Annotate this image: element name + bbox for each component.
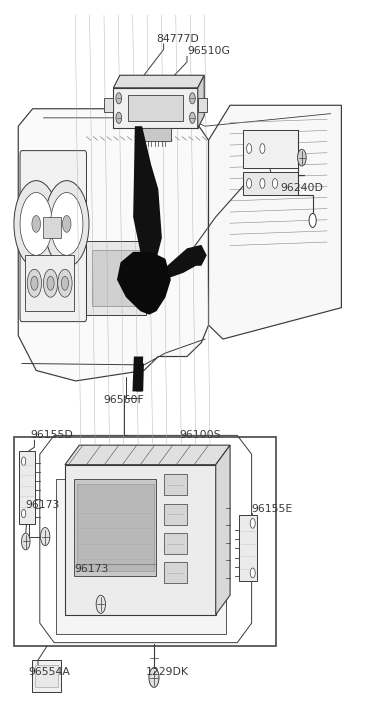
FancyBboxPatch shape bbox=[14, 437, 276, 646]
Polygon shape bbox=[198, 76, 204, 128]
FancyBboxPatch shape bbox=[104, 98, 113, 112]
Circle shape bbox=[190, 112, 195, 124]
Circle shape bbox=[21, 457, 26, 465]
Circle shape bbox=[61, 276, 68, 290]
Text: 96173: 96173 bbox=[74, 564, 108, 574]
FancyBboxPatch shape bbox=[243, 172, 298, 195]
Circle shape bbox=[20, 193, 52, 255]
Polygon shape bbox=[117, 252, 171, 315]
FancyBboxPatch shape bbox=[164, 563, 187, 583]
Text: 96155D: 96155D bbox=[31, 430, 74, 441]
Circle shape bbox=[298, 149, 306, 166]
Circle shape bbox=[43, 269, 58, 297]
Text: 96560F: 96560F bbox=[104, 395, 144, 405]
FancyBboxPatch shape bbox=[32, 660, 61, 691]
FancyBboxPatch shape bbox=[92, 250, 140, 306]
Polygon shape bbox=[56, 478, 226, 634]
FancyBboxPatch shape bbox=[243, 129, 298, 168]
Text: 96510G: 96510G bbox=[187, 47, 230, 57]
FancyBboxPatch shape bbox=[35, 665, 58, 686]
Polygon shape bbox=[216, 445, 230, 615]
Circle shape bbox=[250, 568, 255, 578]
Text: 96240D: 96240D bbox=[280, 182, 323, 193]
FancyBboxPatch shape bbox=[77, 484, 154, 571]
Polygon shape bbox=[132, 356, 143, 391]
Circle shape bbox=[62, 215, 71, 233]
Circle shape bbox=[27, 269, 42, 297]
Polygon shape bbox=[164, 245, 207, 280]
Circle shape bbox=[14, 180, 58, 268]
FancyBboxPatch shape bbox=[164, 504, 187, 525]
Polygon shape bbox=[113, 76, 204, 88]
Polygon shape bbox=[209, 105, 341, 339]
Circle shape bbox=[32, 215, 40, 233]
Circle shape bbox=[31, 276, 38, 290]
FancyBboxPatch shape bbox=[74, 478, 156, 577]
Circle shape bbox=[45, 180, 89, 268]
FancyBboxPatch shape bbox=[20, 150, 86, 321]
Circle shape bbox=[190, 93, 195, 104]
FancyBboxPatch shape bbox=[43, 217, 61, 238]
FancyBboxPatch shape bbox=[198, 98, 207, 112]
Polygon shape bbox=[18, 109, 209, 381]
Polygon shape bbox=[65, 445, 230, 465]
Circle shape bbox=[116, 93, 122, 104]
Circle shape bbox=[21, 510, 26, 518]
FancyBboxPatch shape bbox=[86, 241, 146, 315]
FancyBboxPatch shape bbox=[164, 475, 187, 495]
Circle shape bbox=[272, 179, 278, 188]
Text: 96173: 96173 bbox=[25, 500, 60, 510]
Circle shape bbox=[246, 179, 252, 188]
Text: 96155E: 96155E bbox=[252, 504, 293, 513]
FancyBboxPatch shape bbox=[164, 533, 187, 554]
Circle shape bbox=[47, 276, 54, 290]
Circle shape bbox=[246, 144, 252, 153]
Circle shape bbox=[149, 668, 159, 687]
Circle shape bbox=[21, 533, 30, 550]
Text: 96554A: 96554A bbox=[28, 667, 70, 677]
Circle shape bbox=[309, 214, 316, 228]
Text: 84777D: 84777D bbox=[156, 34, 199, 44]
Polygon shape bbox=[133, 126, 162, 273]
FancyBboxPatch shape bbox=[138, 128, 171, 141]
Circle shape bbox=[96, 595, 105, 614]
Text: 96100S: 96100S bbox=[180, 430, 221, 441]
Circle shape bbox=[40, 528, 50, 546]
Circle shape bbox=[116, 112, 122, 124]
Circle shape bbox=[50, 193, 83, 255]
FancyBboxPatch shape bbox=[128, 95, 183, 121]
FancyBboxPatch shape bbox=[25, 255, 74, 311]
Circle shape bbox=[250, 518, 255, 529]
Polygon shape bbox=[136, 364, 144, 391]
FancyBboxPatch shape bbox=[239, 515, 257, 582]
Text: 1229DK: 1229DK bbox=[146, 667, 189, 677]
Polygon shape bbox=[113, 88, 198, 128]
FancyBboxPatch shape bbox=[19, 451, 36, 524]
Circle shape bbox=[58, 269, 72, 297]
Polygon shape bbox=[65, 465, 216, 615]
Circle shape bbox=[260, 144, 265, 153]
Circle shape bbox=[260, 179, 265, 188]
